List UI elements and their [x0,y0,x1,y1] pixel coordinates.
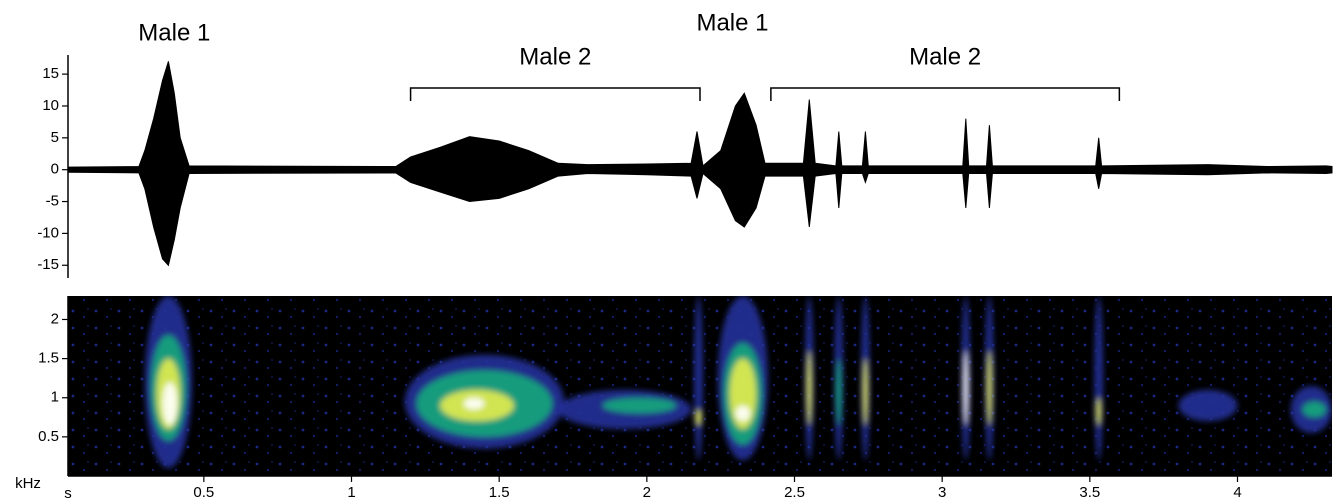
x-tick-label: 4 [1233,484,1241,501]
bracket [409,87,701,101]
bracket [770,87,1121,101]
annotation: Male 1 [138,19,210,46]
x-tick-label: 2 [643,484,651,501]
spectral-energy [806,350,812,426]
y-tick-label: 15 [42,65,59,82]
annotation: Male 1 [696,9,768,36]
y-tick-label: 5 [51,129,59,146]
y-tick-label: -5 [46,193,59,210]
x-tick-label: 1 [347,484,355,501]
spectral-energy [695,409,702,426]
spectral-energy [1094,296,1104,461]
annotation: Male 2 [519,43,591,70]
x-tick-label: 2.5 [784,484,805,501]
spectral-energy [836,358,842,426]
x-axis-label: s [64,485,72,502]
plot-layer: -15 -10 -5 0 5 10 15 Male 1 Male 2 Male 1 Male 2 0.… [15,9,1333,502]
y-tick-label: 1.5 [38,350,59,367]
x-tick-label: 1.5 [489,484,510,501]
annotation: Male 2 [909,43,981,70]
y-tick-label: -15 [37,256,59,273]
spectral-energy [987,350,992,426]
y-tick-label: 0 [51,161,59,178]
spectral-energy [1178,389,1238,422]
spectral-energy [963,350,969,426]
spectral-energy [735,405,751,422]
spectral-energy [602,397,677,414]
y-tick-label: 2 [51,310,59,327]
spectrogram-layer [144,296,1332,469]
spectral-energy [1302,401,1327,418]
y-tick-label: -10 [37,224,59,241]
spectral-energy [1096,397,1102,426]
y-tick-label: 1 [51,389,59,406]
spectral-energy [162,382,178,426]
x-tick-label: 3 [938,484,946,501]
y-tick-label: 0.5 [38,428,59,445]
waveform-envelope [67,61,1333,171]
spectral-energy [694,296,703,461]
x-tick-label: 3.5 [1079,484,1100,501]
x-tick-label: 0.5 [193,484,214,501]
y-axis-label: kHz [15,475,41,492]
y-tick-label: 10 [42,97,59,114]
spectral-energy [463,397,485,410]
spectral-energy [863,358,868,426]
waveform-envelope [67,169,1333,267]
